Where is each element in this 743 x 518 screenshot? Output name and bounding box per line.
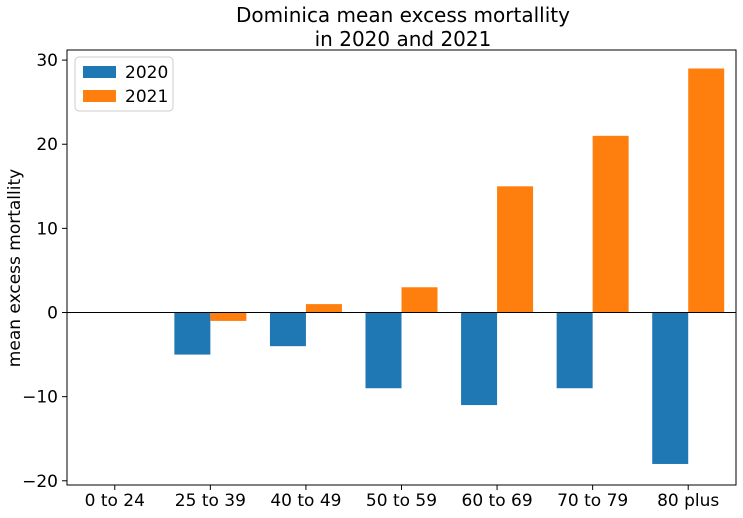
bar-2021-50-to-59	[401, 287, 438, 313]
bar-2020-80-plus	[652, 312, 689, 464]
y-ticks-layer: −20 −10 0 10 20 30	[22, 51, 67, 492]
bar-2020-40-to-49	[269, 312, 306, 347]
y-tick-label: 20	[36, 135, 58, 155]
bar-2021-25-to-39	[210, 312, 247, 321]
bar-2020-70-to-79	[556, 312, 593, 389]
y-tick-label: −20	[22, 472, 58, 492]
bar-2021-60-to-69	[497, 186, 534, 313]
y-tick-label: 30	[36, 51, 58, 71]
x-tick-label: 60 to 69	[462, 491, 533, 511]
plot-frame	[66, 49, 737, 486]
legend-swatch-2020	[83, 66, 116, 78]
bar-2021-70-to-79	[592, 135, 629, 313]
y-axis-label: mean excess mortallity	[5, 169, 25, 367]
chart-title-line2: in 2020 and 2021	[315, 27, 492, 51]
x-tick-label: 50 to 59	[366, 491, 437, 511]
bar-2021-40-to-49	[305, 304, 342, 313]
bar-2021-80-plus	[688, 68, 725, 313]
x-tick-label: 80 plus	[657, 491, 719, 511]
legend: 2020 2021	[74, 56, 174, 112]
bar-2020-25-to-39	[174, 312, 211, 355]
legend-swatch-2021	[83, 90, 116, 102]
x-ticks-layer: 0 to 24 25 to 39 40 to 49 50 to 59 60 to 69 7…	[85, 485, 719, 511]
x-tick-label: 25 to 39	[175, 491, 246, 511]
chart-title-line1: Dominica mean excess mortallity	[236, 3, 570, 27]
bars-layer	[67, 68, 736, 464]
x-tick-label: 70 to 79	[557, 491, 628, 511]
x-tick-label: 0 to 24	[85, 491, 145, 511]
y-tick-label: −10	[22, 388, 58, 408]
bar-2020-60-to-69	[461, 312, 498, 406]
y-tick-label: 0	[47, 304, 58, 324]
y-tick-label: 10	[36, 219, 58, 239]
legend-label-2020: 2020	[125, 63, 168, 83]
legend-label-2021: 2021	[125, 87, 168, 107]
bar-2020-50-to-59	[365, 312, 402, 389]
x-tick-label: 40 to 49	[270, 491, 341, 511]
